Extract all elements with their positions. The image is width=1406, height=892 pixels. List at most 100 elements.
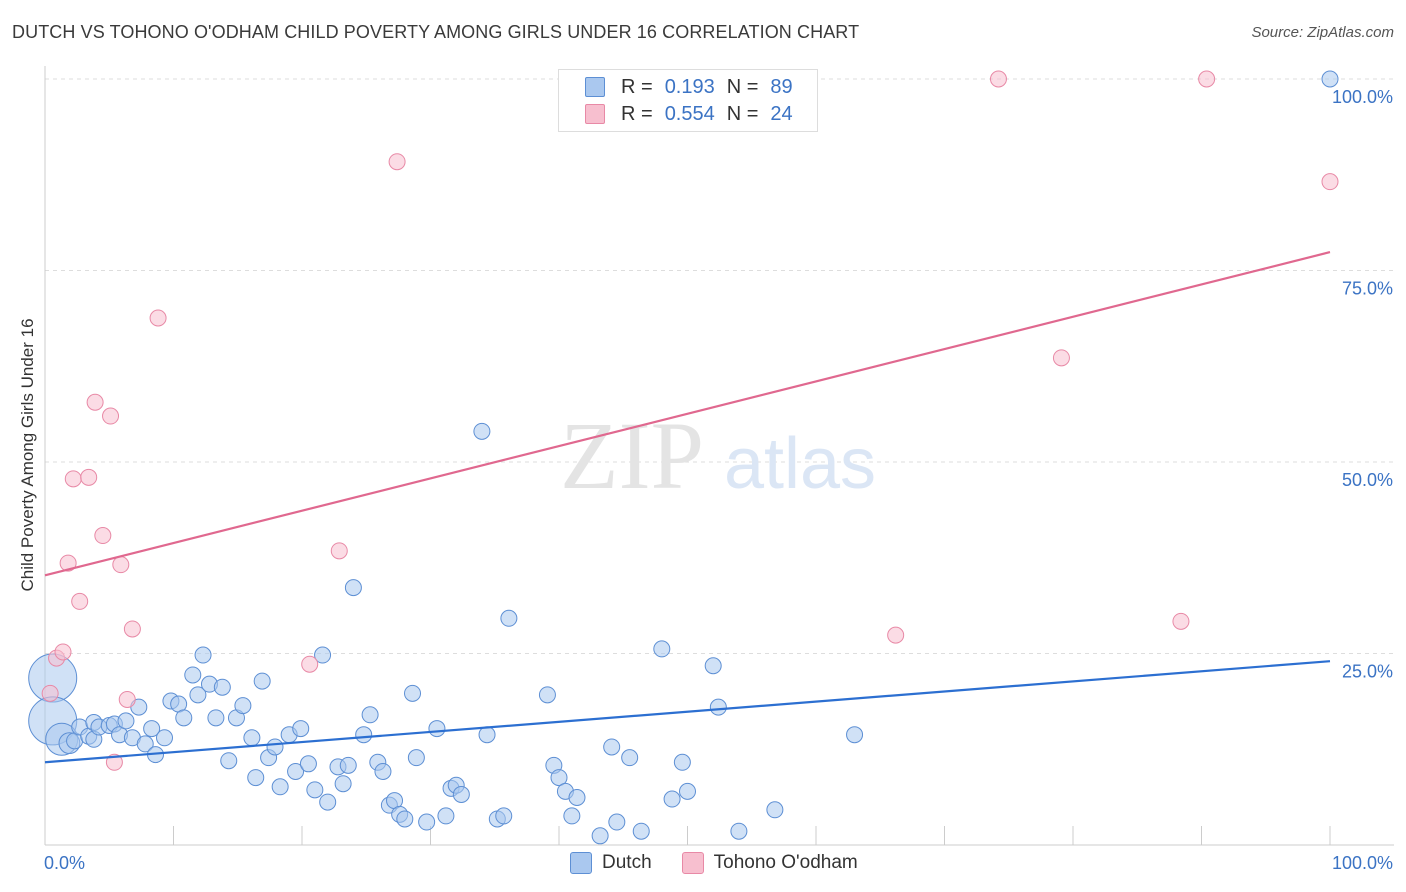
dutch-point	[653, 640, 671, 658]
dutch-point	[319, 793, 337, 811]
dutch-point	[1321, 70, 1339, 88]
dutch-swatch	[585, 77, 605, 97]
n-value: 89	[770, 75, 793, 98]
tohono-point	[149, 309, 167, 327]
n-label: N =	[726, 102, 759, 125]
tohono-point	[54, 643, 72, 661]
series-legend: Dutch Tohono O'odham	[570, 852, 888, 874]
tohono-point	[1198, 70, 1216, 88]
dutch-point	[608, 813, 626, 831]
tohono-swatch	[585, 104, 605, 124]
dutch-point	[374, 762, 392, 780]
dutch-point	[143, 720, 161, 738]
dutch-point	[344, 579, 362, 597]
dutch-point	[603, 738, 621, 756]
dutch-point	[271, 778, 289, 796]
legend-row-dutch: R = 0.193 N = 89	[585, 74, 793, 100]
dutch-point	[189, 686, 207, 704]
dutch-point	[538, 686, 556, 704]
tohono-point	[388, 153, 406, 171]
dutch-point	[334, 775, 352, 793]
tohono-point	[105, 753, 123, 771]
dutch-swatch	[570, 852, 592, 874]
dutch-point	[621, 749, 639, 767]
tohono-point	[112, 556, 130, 574]
trend-lines	[44, 251, 1331, 764]
y-tick-label: 100.0%	[1332, 87, 1393, 107]
dutch-point	[213, 678, 231, 696]
y-tick-label: 75.0%	[1342, 279, 1393, 299]
axes	[44, 66, 1394, 846]
tohono-point	[59, 554, 77, 572]
dutch-point	[563, 807, 581, 825]
legend-label-tohono: Tohono O'odham	[713, 852, 858, 873]
tohono-point	[64, 470, 82, 488]
tohono-point	[989, 70, 1007, 88]
dutch-point	[220, 752, 238, 770]
tick-labels: 25.0% 50.0% 75.0% 100.0% 0.0% 100.0%	[44, 87, 1393, 873]
r-label: R =	[621, 102, 653, 125]
dutch-point	[396, 810, 414, 828]
tohono-point	[887, 626, 905, 644]
legend-item-dutch: Dutch	[570, 852, 652, 874]
tohono-point	[1172, 612, 1190, 630]
dutch-point	[299, 755, 317, 773]
tohono-point	[330, 542, 348, 560]
dutch-point	[673, 753, 691, 771]
dutch-point	[428, 720, 446, 738]
dutch-point	[253, 672, 271, 690]
dutch-point	[709, 698, 727, 716]
dutch-point	[407, 749, 425, 767]
r-label: R =	[621, 75, 653, 98]
dutch-point	[766, 801, 784, 819]
dutch-point	[663, 790, 681, 808]
dutch-point	[292, 720, 310, 738]
dutch-point	[136, 735, 154, 753]
series-tohono	[41, 70, 1339, 771]
dutch-point	[156, 729, 174, 747]
dutch-point	[473, 422, 491, 440]
watermark-zip: ZIP	[560, 402, 704, 509]
y-tick-label: 50.0%	[1342, 470, 1393, 490]
dutch-point	[500, 609, 518, 627]
tohono-point	[118, 690, 136, 708]
x-tick-label: 100.0%	[1332, 853, 1393, 873]
dutch-point	[234, 697, 252, 715]
gridlines	[45, 78, 1394, 654]
dutch-point	[452, 785, 470, 803]
dutch-point	[175, 709, 193, 727]
chart-title: DUTCH VS TOHONO O'ODHAM CHILD POVERTY AM…	[12, 22, 860, 42]
watermark: ZIP atlas	[560, 402, 876, 509]
tohono-point	[80, 468, 98, 486]
dutch-point	[404, 684, 422, 702]
tohono-point	[71, 592, 89, 610]
dutch-point	[730, 822, 748, 840]
legend-row-tohono: R = 0.554 N = 24	[585, 101, 793, 127]
dutch-point	[704, 657, 722, 675]
dutch-point	[437, 807, 455, 825]
tohono-point	[123, 620, 141, 638]
dutch-point	[632, 822, 650, 840]
dutch-point	[591, 827, 609, 845]
r-value: 0.193	[664, 75, 715, 98]
trend-line-tohono	[44, 251, 1331, 577]
y-tick-label: 25.0%	[1342, 662, 1393, 682]
dutch-point	[550, 769, 568, 787]
dutch-point	[339, 756, 357, 774]
dutch-point	[247, 769, 265, 787]
watermark-atlas: atlas	[724, 424, 876, 504]
dutch-point	[355, 726, 373, 744]
legend-label-dutch: Dutch	[602, 852, 652, 873]
dutch-point	[314, 646, 332, 664]
tohono-point	[1052, 349, 1070, 367]
tohono-point	[301, 655, 319, 673]
dutch-point	[287, 762, 305, 780]
dutch-point	[568, 789, 586, 807]
series-dutch	[28, 70, 1339, 845]
dutch-point	[679, 782, 696, 800]
tohono-swatch	[681, 852, 704, 874]
tohono-point	[1321, 173, 1339, 191]
dutch-point	[266, 738, 284, 756]
tohono-point	[86, 393, 104, 411]
